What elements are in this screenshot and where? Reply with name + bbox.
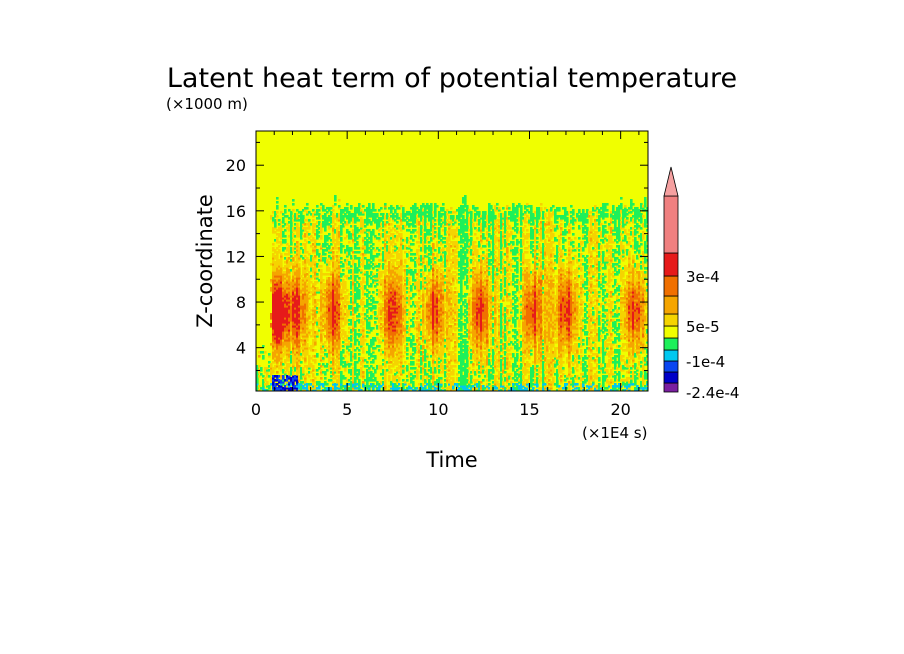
y-axis: 4 8 12 16 20 bbox=[226, 141, 648, 371]
colorbar-segment bbox=[663, 382, 679, 393]
heatmap-field bbox=[256, 131, 648, 391]
y-tick-label: 12 bbox=[226, 247, 246, 266]
colorbar-extend-arrow bbox=[663, 166, 679, 197]
colorbar-segment bbox=[663, 325, 679, 339]
x-axis-label: Time bbox=[425, 448, 477, 472]
y-tick-label: 20 bbox=[226, 156, 246, 175]
plot-frame bbox=[255, 130, 649, 392]
x-axis: 0 5 10 15 20 bbox=[251, 131, 640, 419]
colorbar-segment bbox=[663, 195, 679, 254]
x-tick-label: 20 bbox=[610, 400, 630, 419]
colorbar: -2.4e-4 -1e-4 5e-5 3e-4 bbox=[663, 166, 739, 402]
colorbar-segment bbox=[663, 337, 679, 351]
colorbar-segment bbox=[663, 275, 679, 297]
colorbar-segment bbox=[663, 371, 679, 384]
x-tick-label: 0 bbox=[251, 400, 261, 419]
x-tick-label: 10 bbox=[428, 400, 448, 419]
y-tick-label: 4 bbox=[236, 339, 246, 358]
colorbar-label: -2.4e-4 bbox=[686, 384, 739, 402]
colorbar-segment bbox=[663, 313, 679, 327]
y-axis-label: Z-coordinate bbox=[193, 194, 217, 328]
colorbar-label: 3e-4 bbox=[686, 268, 720, 286]
colorbar-segment bbox=[663, 295, 679, 315]
colorbar-segment bbox=[663, 360, 679, 373]
colorbar-label: -1e-4 bbox=[686, 353, 725, 371]
field-cells bbox=[256, 195, 648, 391]
x-unit-label: (×1E4 s) bbox=[582, 424, 647, 442]
x-tick-label: 5 bbox=[342, 400, 352, 419]
colorbar-label: 5e-5 bbox=[686, 318, 720, 336]
y-tick-label: 8 bbox=[236, 293, 246, 312]
chart-title: Latent heat term of potential temperatur… bbox=[167, 63, 737, 94]
y-unit-label: (×1000 m) bbox=[166, 95, 248, 113]
colorbar-segment bbox=[663, 349, 679, 362]
x-tick-label: 15 bbox=[519, 400, 539, 419]
colorbar-segment bbox=[663, 252, 679, 277]
y-tick-label: 16 bbox=[226, 202, 246, 221]
